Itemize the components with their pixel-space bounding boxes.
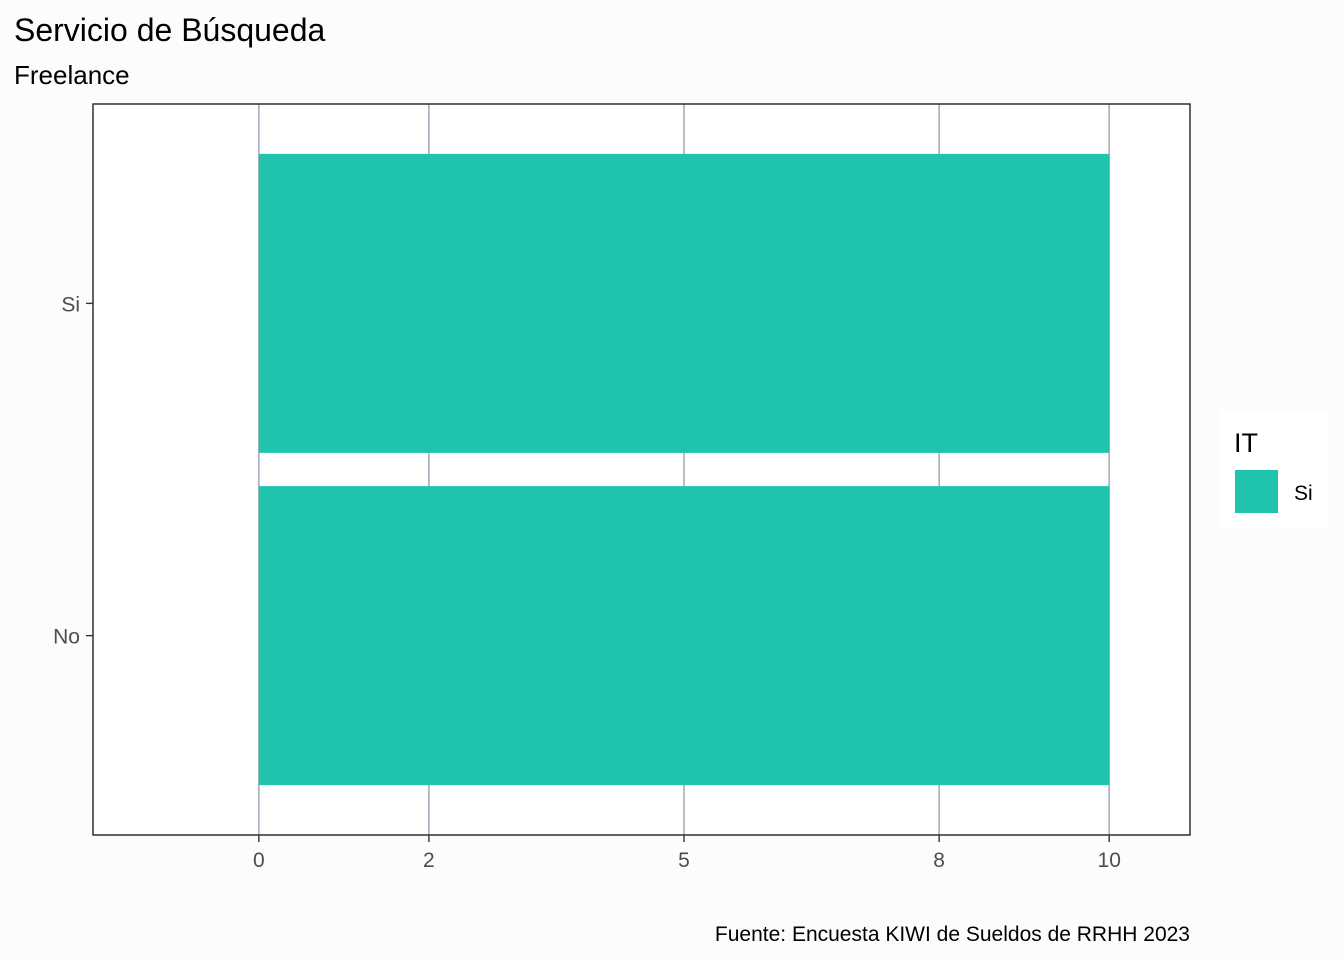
chart-caption: Fuente: Encuesta KIWI de Sueldos de RRHH… <box>715 923 1190 946</box>
x-tick-label: 2 <box>423 849 435 872</box>
legend-key <box>1235 470 1278 513</box>
x-tick-label: 0 <box>253 849 265 872</box>
x-axis: 0 2 5 8 10 <box>253 835 1121 872</box>
bar-si <box>258 153 1110 453</box>
bar-no <box>258 486 1110 786</box>
chart-title: Servicio de Búsqueda <box>14 12 326 48</box>
y-tick-label: No <box>53 626 80 649</box>
legend-label: Si <box>1294 482 1313 505</box>
x-tick-label: 8 <box>933 849 945 872</box>
legend: IT Si <box>1219 410 1329 528</box>
y-axis: No Si <box>53 293 93 649</box>
panel-border <box>92 103 1191 836</box>
legend-title: IT <box>1234 428 1258 458</box>
x-tick-label: 10 <box>1098 849 1121 872</box>
bars <box>258 153 1110 786</box>
x-tick-label: 5 <box>678 849 690 872</box>
y-tick-label: Si <box>61 293 80 316</box>
chart-subtitle: Freelance <box>14 60 130 90</box>
